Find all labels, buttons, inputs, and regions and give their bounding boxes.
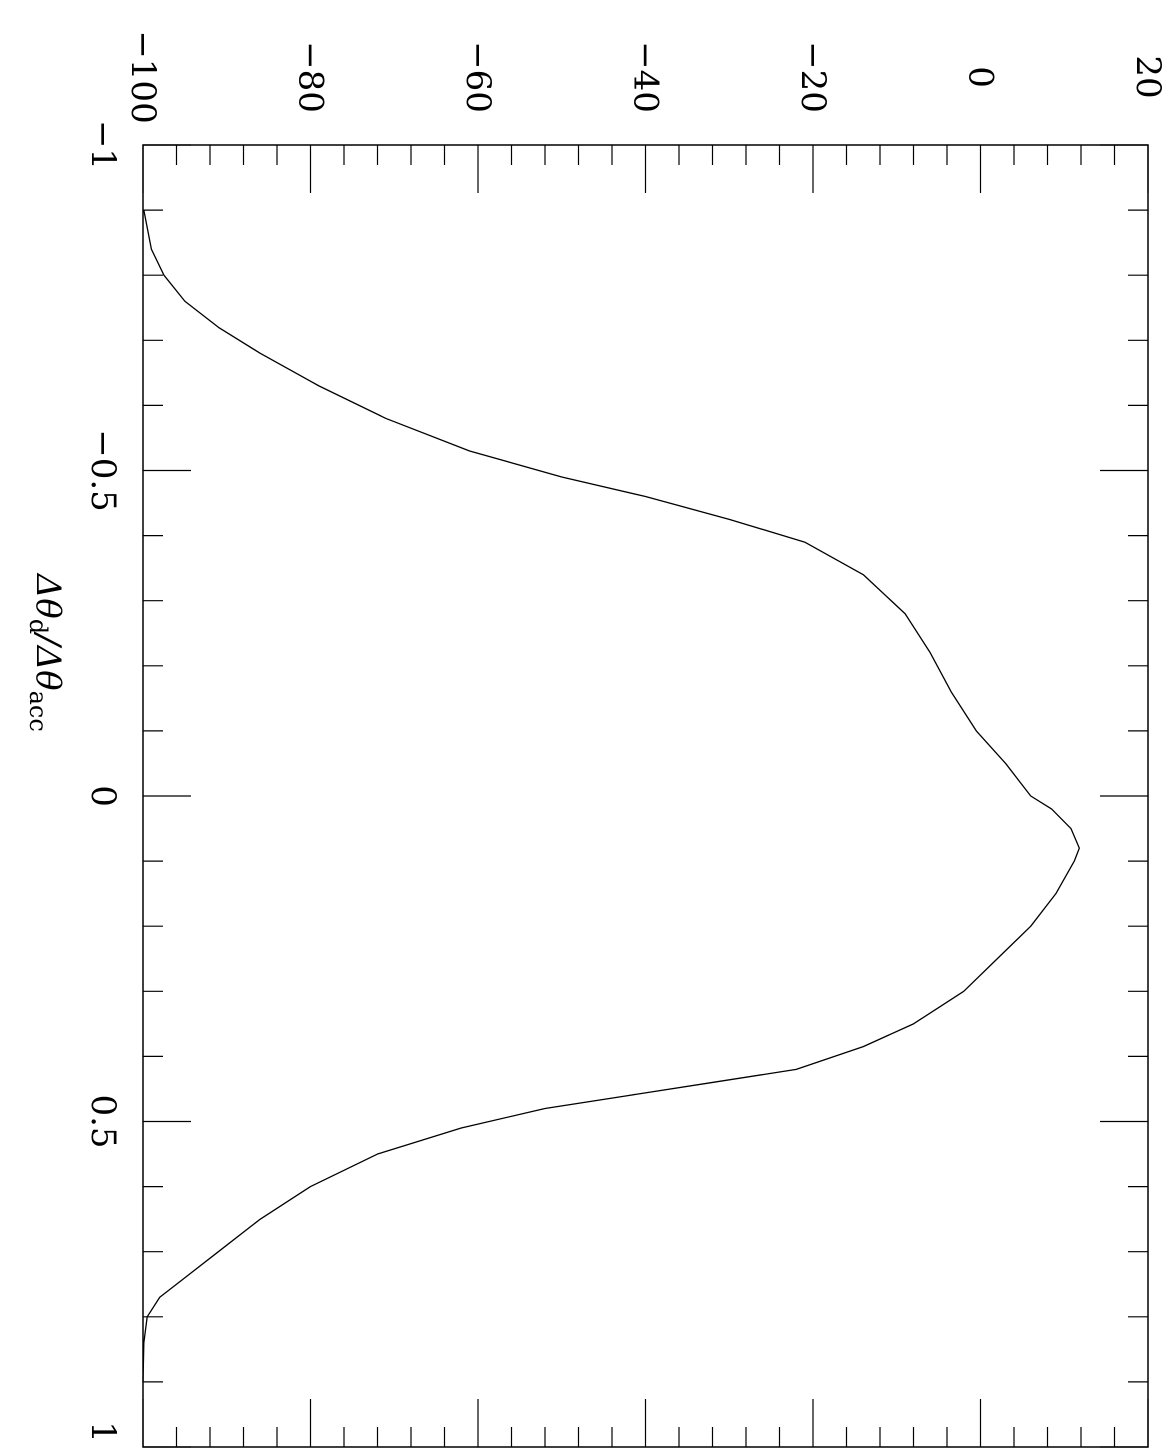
y-axis-label-text: Δθd/Δθacc: [24, 572, 68, 732]
y-axis-label: Δθd/Δθacc: [24, 572, 68, 732]
x-tick-labels: −100 −80 −60 −40 −20 0 20: [123, 30, 1168, 123]
series-curve: [142, 209, 1080, 1382]
y-tick-label: −1: [83, 120, 123, 170]
plot-border: [142, 144, 1149, 1448]
x-tick-label: −100: [123, 30, 163, 123]
tick-marks: [142, 144, 1149, 1448]
x-tick-label: 0: [961, 66, 1001, 88]
y-tick-label: 0.5: [83, 1094, 123, 1148]
x-tick-label: −40: [626, 41, 666, 113]
x-tick-label: −20: [793, 41, 833, 113]
x-tick-label: 20: [1128, 55, 1168, 98]
plot-frame: [142, 144, 1149, 1448]
x-tick-label: −80: [291, 41, 331, 113]
series-line: [142, 209, 1080, 1382]
y-tick-label: 1: [83, 1421, 123, 1443]
y-tick-label: 0: [83, 785, 123, 807]
y-tick-label: −0.5: [83, 429, 123, 512]
x-tick-label: −60: [458, 41, 498, 113]
y-tick-labels: −1 −0.5 0 0.5 1: [83, 120, 123, 1443]
